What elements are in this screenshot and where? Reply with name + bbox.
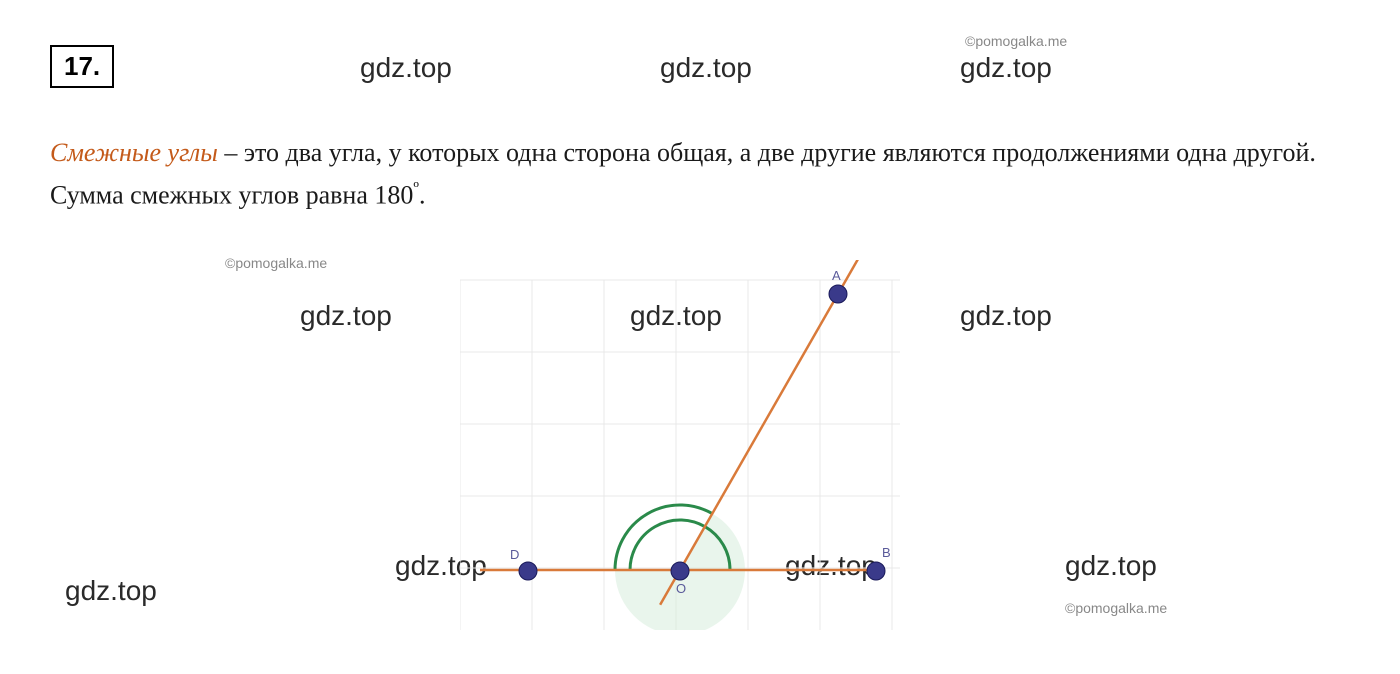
diagram-svg: D O B A [460, 260, 900, 630]
watermark-gdz: gdz.top [65, 575, 157, 607]
watermark-gdz: gdz.top [1065, 550, 1157, 582]
watermark-gdz: gdz.top [960, 300, 1052, 332]
point-B [867, 562, 885, 580]
definition-end: . [419, 180, 426, 209]
point-O [671, 562, 689, 580]
term: Смежные углы [50, 138, 218, 167]
watermark-gdz: gdz.top [960, 52, 1052, 84]
point-label-B: B [882, 545, 891, 560]
question-number-text: 17. [64, 51, 100, 81]
point-label-O: O [676, 581, 686, 596]
question-number: 17. [50, 45, 114, 88]
geometry-diagram: D O B A [460, 260, 900, 630]
watermark-pomogalka: ©pomogalka.me [225, 255, 327, 271]
watermark-gdz: gdz.top [300, 300, 392, 332]
point-label-A: A [832, 268, 841, 283]
point-A [829, 285, 847, 303]
separator: – [218, 138, 244, 167]
point-label-D: D [510, 547, 519, 562]
watermark-pomogalka: ©pomogalka.me [1065, 600, 1167, 616]
point-D [519, 562, 537, 580]
watermark-pomogalka: ©pomogalka.me [965, 33, 1067, 49]
definition-text: Смежные углы – это два угла, у которых о… [50, 132, 1350, 216]
watermark-gdz: gdz.top [360, 52, 452, 84]
watermark-gdz: gdz.top [660, 52, 752, 84]
